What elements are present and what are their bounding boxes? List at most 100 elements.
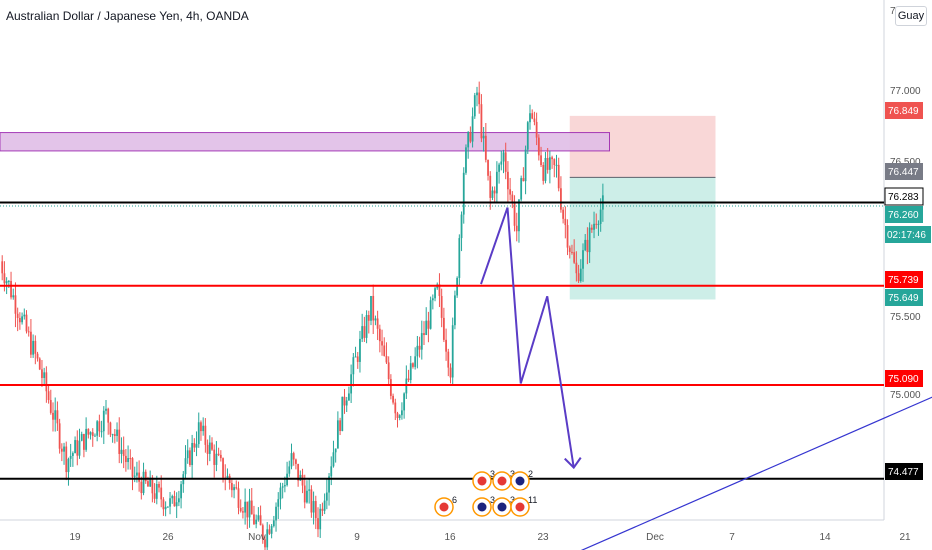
candle-body-23: [49, 399, 52, 413]
axis-corner: [884, 520, 932, 550]
badge-zone-top-text: 76.849: [888, 106, 919, 117]
candle-body-25: [54, 410, 57, 420]
candle-body-244: [537, 137, 540, 156]
candle-body-3: [5, 281, 8, 284]
candle-body-66: [144, 471, 147, 482]
candle-body-117: [257, 515, 260, 520]
candle-body-21: [45, 372, 48, 392]
event-marker-bottom-3-flag: [515, 502, 525, 512]
candle-body-127: [279, 487, 282, 500]
badge-resistance-text: 76.283: [888, 192, 919, 203]
candle-body-154: [339, 420, 341, 431]
candle-body-262: [577, 273, 580, 282]
candle-body-183: [403, 393, 406, 411]
candle-body-253: [557, 164, 560, 189]
candle-body-222: [489, 175, 492, 198]
candle-body-18: [38, 358, 41, 370]
event-marker-bottom-1-count: 3: [490, 495, 495, 505]
candle-body-34: [74, 440, 76, 454]
event-marker-top-1-flag: [497, 476, 507, 486]
candle-body-264: [582, 250, 584, 269]
candle-body-10: [21, 316, 23, 323]
candle-body-92: [202, 425, 205, 432]
candle-body-163: [359, 338, 361, 362]
candle-body-120: [264, 539, 266, 548]
candle-body-12: [25, 314, 28, 332]
candle-body-266: [586, 239, 589, 253]
candle-body-132: [290, 453, 293, 467]
candle-body-212: [467, 132, 470, 148]
candle-body-122: [268, 529, 271, 534]
candle-body-7: [14, 295, 17, 314]
badge-support-2: [885, 370, 923, 387]
candle-body-237: [522, 178, 525, 182]
candle-body-188: [414, 356, 417, 367]
candle-body-72: [158, 484, 160, 488]
trend-line: [580, 396, 932, 550]
candle-body-118: [259, 515, 262, 526]
candle-body-108: [237, 488, 240, 508]
candle-body-17: [36, 353, 39, 359]
candle-body-231: [509, 189, 512, 195]
candle-body-27: [58, 423, 61, 449]
candle-body-107: [235, 487, 238, 489]
candle-body-56: [122, 449, 125, 456]
candle-body-69: [151, 477, 154, 494]
badge-countdown-text: 02:17:46: [887, 230, 926, 241]
candle-body-267: [588, 227, 591, 253]
candle-body-35: [76, 440, 79, 456]
candle-body-38: [83, 434, 85, 450]
candle-body-14: [30, 331, 32, 355]
candle-body-152: [334, 448, 337, 453]
candle-body-192: [423, 333, 425, 336]
candle-body-62: [136, 472, 138, 476]
candle-body-143: [314, 501, 317, 519]
event-marker-bottom-3-count: 11: [528, 495, 537, 505]
candle-body-64: [140, 481, 143, 494]
candle-body-81: [177, 498, 180, 503]
candle-body-98: [215, 453, 218, 465]
candle-body-213: [469, 132, 472, 142]
y-tick-label-75500: 75.500: [890, 312, 921, 323]
badge-support-2-text: 75.090: [888, 374, 919, 385]
candle-body-229: [504, 152, 507, 172]
x-tick-label-19: 19: [69, 532, 81, 543]
candle-body-33: [71, 453, 74, 456]
badge-zone-top: [885, 102, 923, 119]
candle-body-113: [248, 500, 251, 518]
candle-body-148: [325, 492, 328, 501]
candle-body-260: [573, 252, 576, 263]
candle-body-255: [562, 209, 565, 219]
candle-body-140: [308, 489, 311, 491]
candle-body-89: [195, 444, 198, 448]
candle-body-42: [91, 432, 94, 436]
candle-body-167: [367, 315, 370, 321]
candle-body-180: [396, 413, 399, 418]
candle-body-116: [255, 519, 258, 525]
candle-body-110: [242, 511, 244, 513]
candle-body-16: [34, 340, 37, 354]
badge-support-3-text: 74.477: [888, 467, 919, 478]
candle-body-88: [193, 443, 196, 448]
candle-body-55: [120, 449, 123, 454]
candle-body-206: [454, 295, 456, 326]
x-tick-label-14: 14: [819, 532, 831, 543]
candle-body-176: [387, 362, 390, 380]
candle-body-134: [295, 459, 297, 464]
candle-body-36: [78, 440, 81, 456]
y-tick-label-75000: 75.000: [890, 390, 921, 401]
supply-zone: [0, 132, 610, 152]
candle-body-126: [277, 499, 280, 507]
scale-toggle-button[interactable]: Guay: [895, 6, 927, 26]
candle-body-221: [487, 159, 489, 176]
candle-body-208: [458, 238, 461, 278]
candle-body-150: [330, 466, 333, 477]
candle-body-68: [149, 477, 152, 487]
candle-body-240: [529, 113, 531, 123]
candle-body-20: [43, 372, 46, 378]
candle-body-179: [394, 402, 397, 414]
candle-body-8: [16, 313, 19, 318]
candle-body-121: [266, 529, 269, 548]
candle-body-214: [471, 116, 474, 142]
